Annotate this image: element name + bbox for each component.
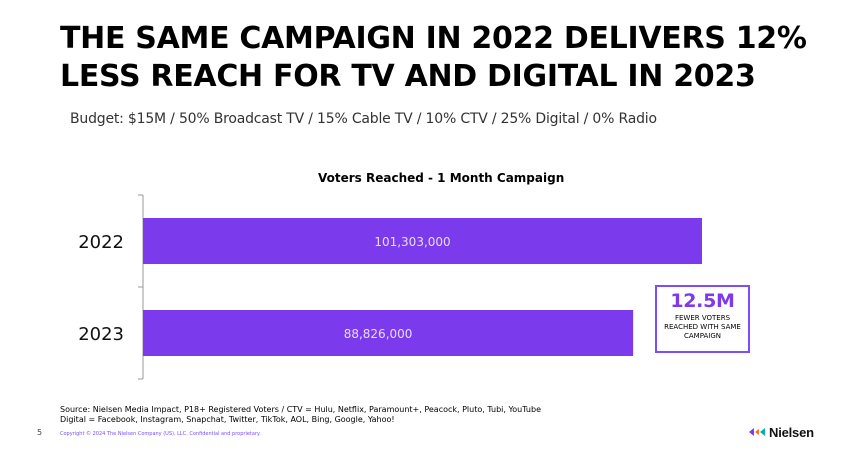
callout-text: FEWER VOTERS REACHED WITH SAME CAMPAIGN [664,314,741,340]
callout-value: 12.5M [670,290,735,312]
source-line-1: Source: Nielsen Media Impact, P18+ Regis… [60,405,541,414]
logo-text: Nielsen [769,424,814,440]
bar-2023 [143,310,634,356]
source-note: Source: Nielsen Media Impact, P18+ Regis… [60,405,680,425]
bar-chart: 101,303,000 2022 88,826,000 2023 [78,194,702,380]
page-number: 5 [37,428,43,437]
nielsen-logo: Nielsen [747,424,814,440]
budget-subtitle: Budget: $15M / 50% Broadcast TV / 15% Ca… [70,111,657,127]
category-label-2022: 2022 [78,232,124,253]
data-label-2023: 88,826,000 [344,327,413,341]
copyright-text: Copyright © 2024 The Nielsen Company (US… [60,431,261,437]
data-label-2022: 101,303,000 [374,235,450,249]
source-line-2: Digital = Facebook, Instagram, Snapchat,… [60,415,395,424]
page-title: THE SAME CAMPAIGN IN 2022 DELIVERS 12% L… [60,21,807,94]
chart-title: Voters Reached - 1 Month Campaign [318,171,565,185]
category-label-2023: 2023 [78,324,124,345]
callout-box: 12.5M FEWER VOTERS REACHED WITH SAME CAM… [655,285,750,353]
nielsen-logo-icon [749,428,765,436]
bar-2022 [143,218,702,264]
